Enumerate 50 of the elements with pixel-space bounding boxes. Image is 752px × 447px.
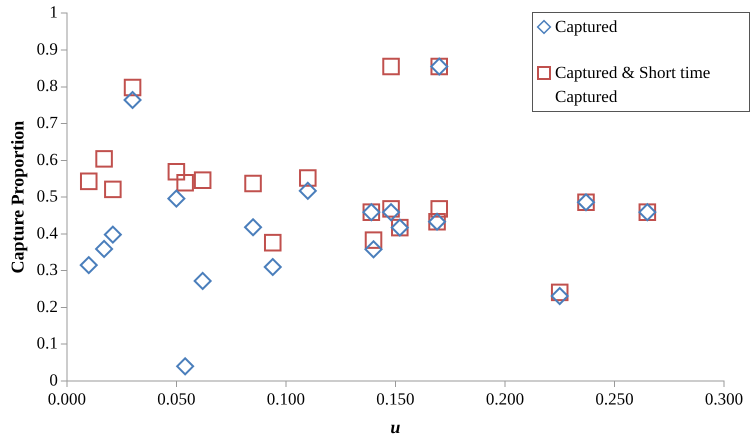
y-tick-label: 0.1 xyxy=(36,334,58,353)
point xyxy=(176,357,194,376)
legend-label: Captured & Short time Captured xyxy=(555,62,712,108)
point xyxy=(430,200,448,218)
y-tick-label: 1 xyxy=(49,2,58,22)
x-tick-label: 0.150 xyxy=(376,390,415,409)
point xyxy=(168,162,186,180)
point xyxy=(364,240,383,258)
point xyxy=(194,171,212,189)
x-tick-label: 0.200 xyxy=(486,390,524,409)
point xyxy=(124,91,142,109)
y-tick-label: 0.4 xyxy=(36,223,58,242)
y-tick-label: 0.2 xyxy=(36,296,58,316)
legend-label: Captured xyxy=(555,16,618,38)
y-tick-label: 0.9 xyxy=(36,39,58,58)
point xyxy=(382,58,400,76)
point xyxy=(244,174,262,192)
point xyxy=(550,284,568,302)
x-tick-label: 0.050 xyxy=(157,390,196,409)
point xyxy=(299,169,317,187)
point xyxy=(364,231,382,249)
y-tick-label: 0.5 xyxy=(36,186,58,206)
x-tick-label: 0.300 xyxy=(704,390,744,409)
point xyxy=(244,218,262,236)
x-tick-label: 0.000 xyxy=(48,390,86,409)
y-tick-label: 0 xyxy=(49,370,58,390)
y-tick-label: 0.3 xyxy=(36,260,58,280)
point xyxy=(264,234,282,252)
point xyxy=(104,226,122,244)
point xyxy=(550,287,569,306)
y-tick-label: 0.6 xyxy=(36,150,58,169)
point xyxy=(80,172,98,190)
y-tick-label: 0.8 xyxy=(36,76,58,96)
point xyxy=(176,174,194,192)
y-axis-title: Capture Proportion xyxy=(7,120,28,274)
point xyxy=(298,182,317,200)
x-axis-title: u xyxy=(390,416,400,437)
x-tick-label: 0.250 xyxy=(595,390,634,409)
point xyxy=(95,150,113,168)
y-tick-label: 0.7 xyxy=(36,113,58,132)
point xyxy=(264,258,282,276)
point xyxy=(124,78,142,96)
point xyxy=(80,256,98,274)
point xyxy=(382,200,400,218)
point xyxy=(194,272,212,290)
x-tick-label: 0.100 xyxy=(266,390,306,409)
point xyxy=(95,240,114,258)
point xyxy=(382,203,400,222)
point xyxy=(104,180,122,198)
point xyxy=(167,190,186,208)
